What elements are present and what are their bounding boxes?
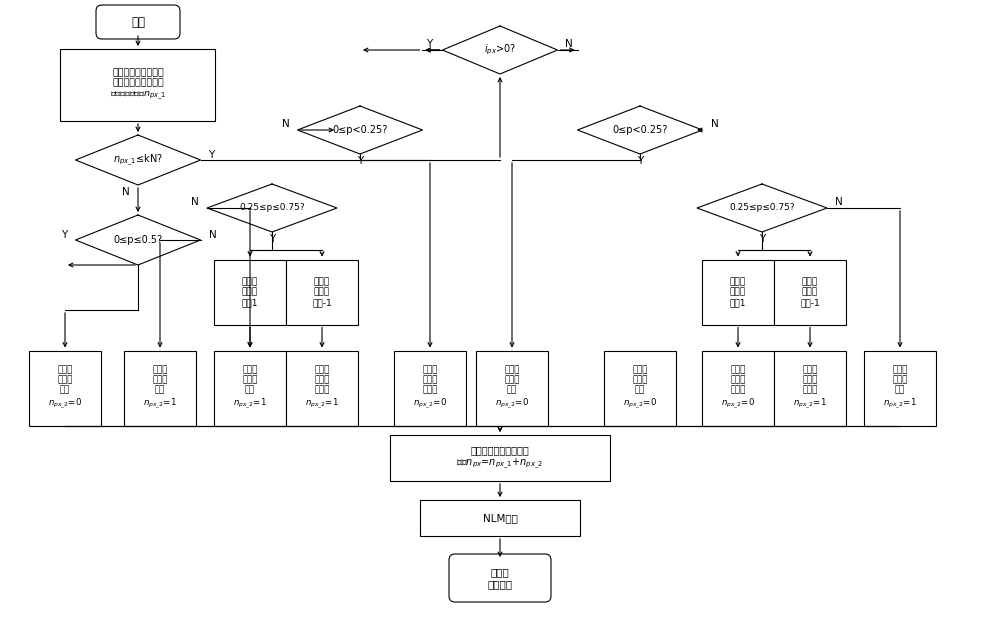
Bar bbox=[390, 435, 610, 481]
Text: 辅助子
模块负
投入；
$n_{px\_2}$=1: 辅助子 模块负 投入； $n_{px\_2}$=1 bbox=[305, 365, 339, 411]
Text: 辅助子
模块切
除；
$n_{px\_2}$=0: 辅助子 模块切 除； $n_{px\_2}$=0 bbox=[623, 365, 657, 411]
Text: N: N bbox=[566, 39, 573, 49]
Text: Y: Y bbox=[269, 234, 275, 244]
Text: Y: Y bbox=[426, 39, 432, 49]
Polygon shape bbox=[697, 184, 827, 232]
Text: 辅助子
模块负
投入；
$n_{px\_2}$=1: 辅助子 模块负 投入； $n_{px\_2}$=1 bbox=[793, 365, 827, 411]
Text: N: N bbox=[122, 187, 130, 197]
Polygon shape bbox=[578, 106, 702, 154]
Bar bbox=[864, 350, 936, 425]
Text: 辅助子
模块切
除；
$n_{px\_2}$=0: 辅助子 模块切 除； $n_{px\_2}$=0 bbox=[495, 365, 529, 411]
Text: N: N bbox=[282, 119, 290, 129]
Text: 0.25≤p≤0.75?: 0.25≤p≤0.75? bbox=[729, 203, 795, 212]
Text: 辅助子
模块切
除；
$n_{px\_2}$=1: 辅助子 模块切 除； $n_{px\_2}$=1 bbox=[233, 365, 267, 411]
Text: 0≤p≤0.5?: 0≤p≤0.5? bbox=[113, 235, 163, 245]
Text: N: N bbox=[191, 197, 199, 207]
Bar bbox=[60, 49, 215, 121]
Bar bbox=[214, 350, 286, 425]
Text: 计算未投入辅助子模
块前，上桥臂需投入
半桥子模块个数$n_{px\_1}$: 计算未投入辅助子模 块前，上桥臂需投入 半桥子模块个数$n_{px\_1}$ bbox=[110, 68, 166, 101]
Text: N: N bbox=[835, 197, 843, 207]
Text: 辅助子
模块切
除；
$n_{px\_2}$=1: 辅助子 模块切 除； $n_{px\_2}$=1 bbox=[883, 365, 917, 411]
Text: 滞环比
较器输
出为-1: 滞环比 较器输 出为-1 bbox=[800, 277, 820, 307]
Text: Y: Y bbox=[759, 234, 765, 244]
Text: Y: Y bbox=[61, 230, 68, 240]
Text: 上桥臂半桥子模块投入
个数$n_{px}$=$n_{px\_1}$+$n_{px\_2}$: 上桥臂半桥子模块投入 个数$n_{px}$=$n_{px\_1}$+$n_{px… bbox=[456, 445, 544, 471]
Text: 滞环比
较器输
出为1: 滞环比 较器输 出为1 bbox=[730, 277, 746, 307]
Text: $i_{px}$>0?: $i_{px}$>0? bbox=[484, 43, 516, 57]
Text: 本控制
周期结束: 本控制 周期结束 bbox=[488, 567, 512, 589]
Text: 辅助子
模块正
投入；
$n_{px\_2}$=0: 辅助子 模块正 投入； $n_{px\_2}$=0 bbox=[413, 365, 447, 411]
Text: Y: Y bbox=[637, 156, 643, 166]
Text: $n_{px\_1}$≤kN?: $n_{px\_1}$≤kN? bbox=[113, 152, 163, 168]
Bar bbox=[604, 350, 676, 425]
Text: Y: Y bbox=[208, 150, 215, 160]
Text: N: N bbox=[208, 230, 216, 240]
Text: 滞环比
较器输
出为-1: 滞环比 较器输 出为-1 bbox=[312, 277, 332, 307]
Bar bbox=[394, 350, 466, 425]
Text: 0≤p<0.25?: 0≤p<0.25? bbox=[612, 125, 668, 135]
Text: 0.25≤p≤0.75?: 0.25≤p≤0.75? bbox=[239, 203, 305, 212]
Polygon shape bbox=[298, 106, 422, 154]
Bar bbox=[774, 350, 846, 425]
Polygon shape bbox=[75, 135, 200, 185]
Text: Y: Y bbox=[357, 156, 363, 166]
Polygon shape bbox=[207, 184, 337, 232]
Text: 辅助子
模块切
除；
$n_{px\_2}$=1: 辅助子 模块切 除； $n_{px\_2}$=1 bbox=[143, 365, 177, 411]
Bar bbox=[214, 260, 286, 324]
Bar bbox=[124, 350, 196, 425]
Bar bbox=[29, 350, 101, 425]
Text: 辅助子
模块正
投入；
$n_{px\_2}$=0: 辅助子 模块正 投入； $n_{px\_2}$=0 bbox=[721, 365, 755, 411]
Polygon shape bbox=[75, 215, 200, 265]
FancyBboxPatch shape bbox=[96, 5, 180, 39]
Text: N: N bbox=[710, 119, 718, 129]
FancyBboxPatch shape bbox=[449, 554, 551, 602]
Bar bbox=[286, 260, 358, 324]
Bar bbox=[420, 500, 580, 536]
Bar bbox=[286, 350, 358, 425]
Bar bbox=[702, 350, 774, 425]
Bar bbox=[774, 260, 846, 324]
Text: 辅助子
模块切
除；
$n_{px\_2}$=0: 辅助子 模块切 除； $n_{px\_2}$=0 bbox=[48, 365, 82, 411]
Bar bbox=[476, 350, 548, 425]
Text: 0≤p<0.25?: 0≤p<0.25? bbox=[332, 125, 388, 135]
Text: 滞环比
较器输
出为1: 滞环比 较器输 出为1 bbox=[242, 277, 258, 307]
Polygon shape bbox=[442, 26, 558, 74]
Bar bbox=[702, 260, 774, 324]
Text: 开始: 开始 bbox=[131, 16, 145, 28]
Text: NLM调制: NLM调制 bbox=[483, 513, 517, 523]
